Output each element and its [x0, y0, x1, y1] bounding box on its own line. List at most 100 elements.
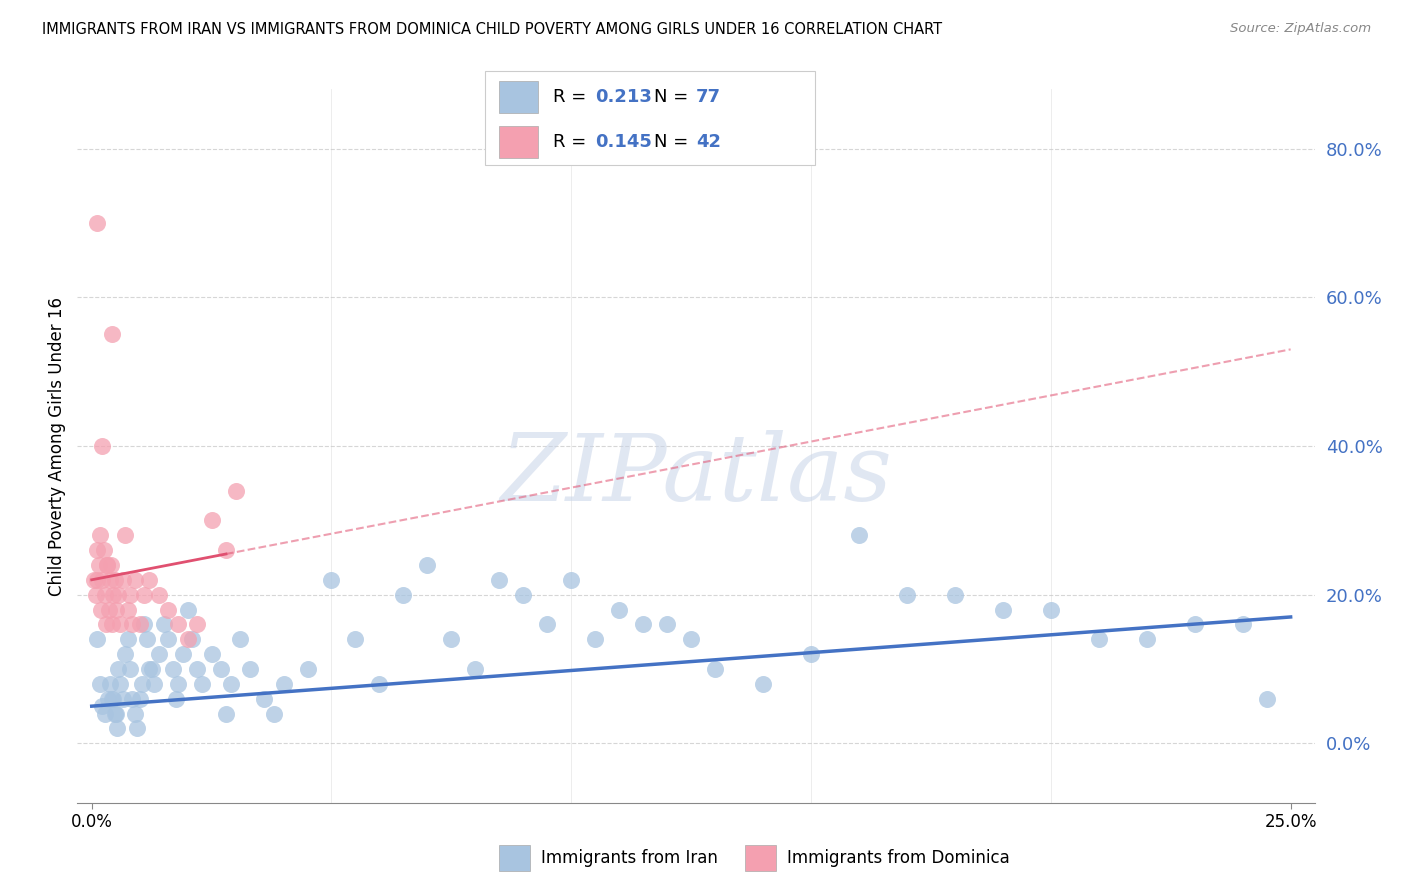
Point	[89, 677, 111, 691]
Point	[991, 602, 1014, 616]
Point	[121, 691, 143, 706]
Point	[1088, 632, 1111, 647]
Text: 0.145: 0.145	[595, 133, 651, 151]
Text: ZIPatlas: ZIPatlas	[501, 430, 891, 519]
Point	[560, 573, 582, 587]
Point	[128, 617, 150, 632]
Text: R =: R =	[553, 133, 592, 151]
Point	[186, 662, 208, 676]
Point	[110, 617, 132, 632]
Point	[83, 573, 105, 587]
Point	[239, 662, 262, 676]
Point	[1232, 617, 1254, 632]
Point	[104, 706, 127, 721]
Point	[201, 513, 224, 527]
Point	[488, 573, 510, 587]
Point	[148, 588, 170, 602]
Text: IMMIGRANTS FROM IRAN VS IMMIGRANTS FROM DOMINICA CHILD POVERTY AMONG GIRLS UNDER: IMMIGRANTS FROM IRAN VS IMMIGRANTS FROM …	[42, 22, 942, 37]
Point	[98, 677, 121, 691]
Point	[101, 327, 124, 342]
Point	[943, 588, 966, 602]
Point	[152, 617, 174, 632]
Point	[105, 722, 128, 736]
Point	[134, 617, 156, 632]
Point	[117, 632, 139, 647]
Point	[752, 677, 775, 691]
Point	[165, 691, 187, 706]
Point	[111, 573, 134, 587]
Point	[219, 677, 242, 691]
Point	[120, 662, 142, 676]
Point	[124, 706, 146, 721]
Point	[128, 691, 150, 706]
Text: Immigrants from Dominica: Immigrants from Dominica	[787, 849, 1010, 867]
Point	[117, 602, 139, 616]
Point	[273, 677, 295, 691]
Point	[121, 617, 143, 632]
Point	[104, 706, 127, 721]
Point	[176, 632, 198, 647]
Text: Source: ZipAtlas.com: Source: ZipAtlas.com	[1230, 22, 1371, 36]
Point	[657, 617, 679, 632]
Point	[143, 677, 166, 691]
Point	[176, 602, 198, 616]
Point	[107, 662, 129, 676]
Point	[512, 588, 534, 602]
Point	[101, 691, 124, 706]
Point	[100, 558, 122, 572]
Text: R =: R =	[553, 87, 592, 105]
Point	[135, 632, 157, 647]
Point	[98, 573, 121, 587]
Point	[896, 588, 918, 602]
Point	[104, 573, 127, 587]
Point	[86, 632, 108, 647]
Point	[131, 677, 153, 691]
Point	[440, 632, 463, 647]
Point	[101, 691, 124, 706]
Point	[321, 573, 343, 587]
Point	[464, 662, 486, 676]
Point	[134, 588, 156, 602]
Point	[848, 528, 870, 542]
Point	[86, 216, 108, 230]
Point	[583, 632, 606, 647]
Point	[107, 588, 129, 602]
Point	[1184, 617, 1206, 632]
Point	[87, 558, 110, 572]
Point	[191, 677, 214, 691]
Point	[114, 528, 136, 542]
Point	[215, 706, 238, 721]
Point	[704, 662, 727, 676]
Point	[368, 677, 391, 691]
Point	[148, 647, 170, 661]
Point	[103, 588, 125, 602]
Point	[253, 691, 276, 706]
Point	[172, 647, 194, 661]
Point	[229, 632, 252, 647]
Point	[225, 483, 247, 498]
Point	[114, 647, 136, 661]
Point	[209, 662, 232, 676]
Text: N =: N =	[654, 133, 693, 151]
Point	[84, 588, 107, 602]
Text: Immigrants from Iran: Immigrants from Iran	[541, 849, 718, 867]
Point	[162, 662, 184, 676]
Y-axis label: Child Poverty Among Girls Under 16: Child Poverty Among Girls Under 16	[48, 296, 66, 596]
Point	[1039, 602, 1062, 616]
Point	[631, 617, 654, 632]
Point	[392, 588, 415, 602]
Point	[104, 602, 127, 616]
Point	[167, 617, 190, 632]
Point	[1256, 691, 1278, 706]
Point	[141, 662, 163, 676]
Point	[90, 602, 112, 616]
Point	[96, 558, 118, 572]
Point	[1136, 632, 1159, 647]
Point	[157, 632, 180, 647]
Point	[800, 647, 823, 661]
Point	[607, 602, 630, 616]
Point	[96, 558, 118, 572]
Point	[110, 677, 132, 691]
Text: 42: 42	[696, 133, 721, 151]
Point	[86, 573, 108, 587]
